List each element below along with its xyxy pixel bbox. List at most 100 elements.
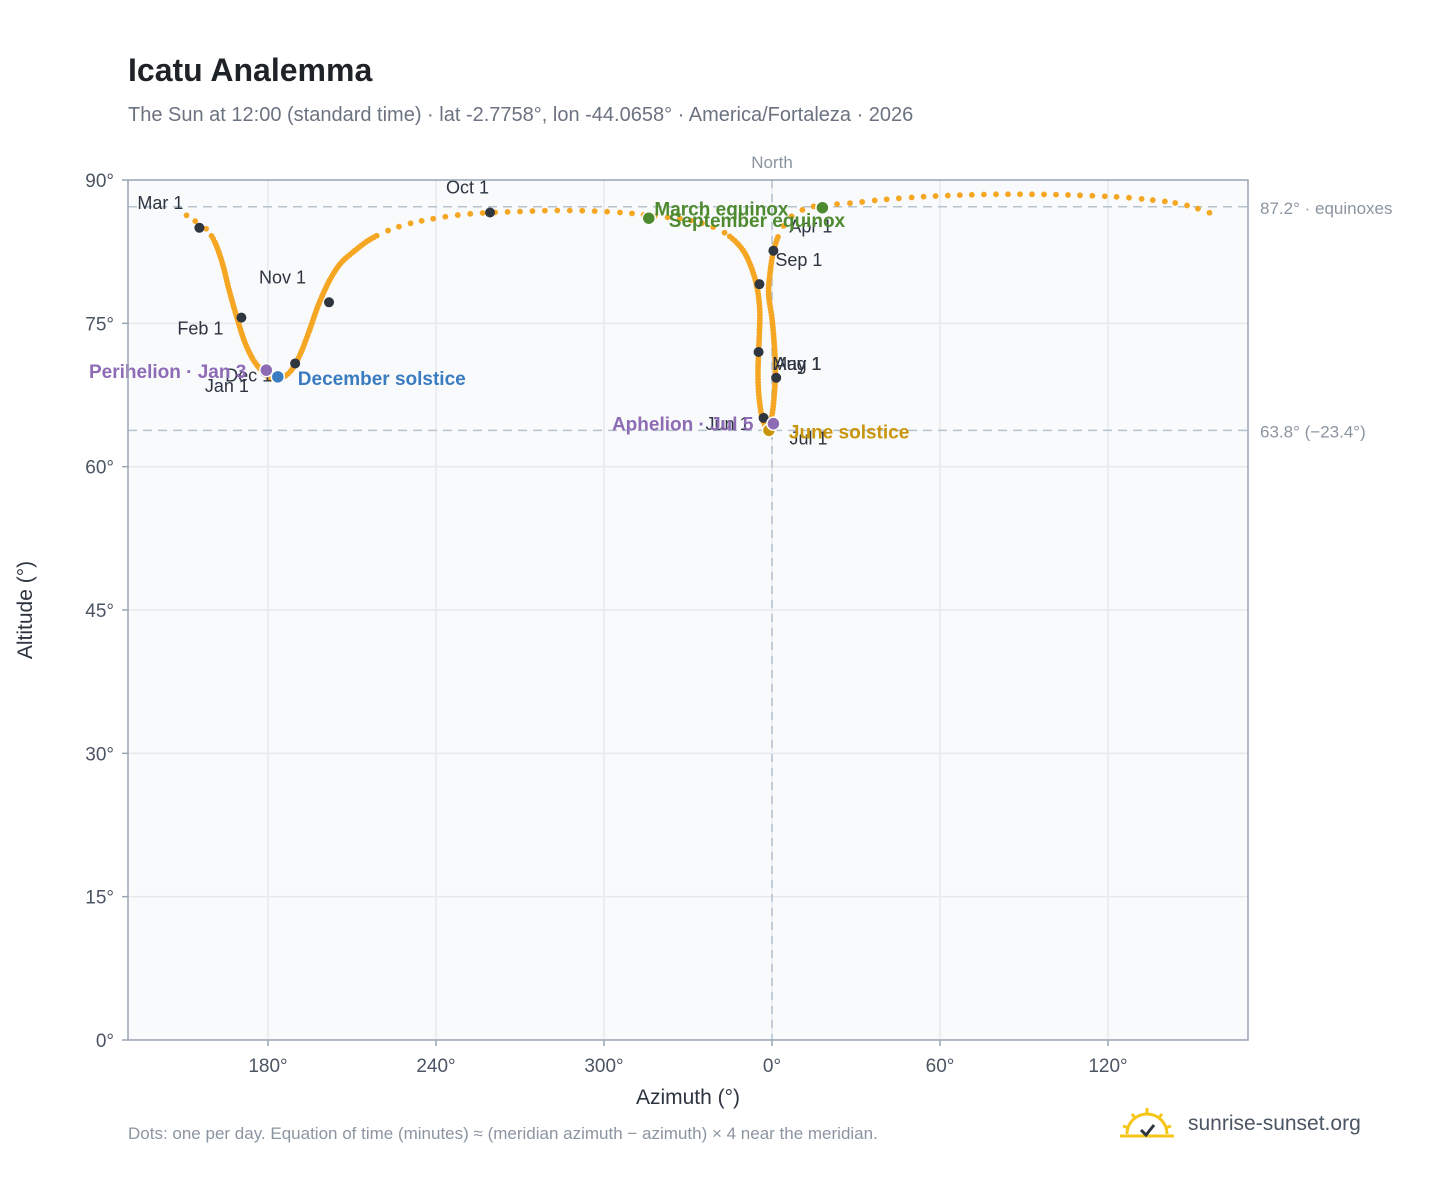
day-dot — [183, 212, 190, 219]
month-label: Nov 1 — [259, 267, 306, 287]
month-label: Jun 1 — [706, 414, 750, 434]
brand-name: sunrise-sunset.org — [1188, 1112, 1361, 1135]
x-tick-label: 240° — [416, 1056, 455, 1077]
y-tick-label: 45° — [85, 601, 114, 622]
y-tick-label: 60° — [85, 458, 114, 479]
day-dot — [529, 208, 536, 214]
month-marker — [753, 347, 764, 357]
day-dot — [1029, 191, 1035, 198]
footnote: Dots: one per day. Equation of time (min… — [128, 1124, 878, 1143]
day-dot — [664, 214, 671, 221]
x-tick-label: 300° — [584, 1056, 623, 1077]
month-markers: Jan 1 Feb 1 Mar 1 Apr 1 May 1 Jun 1 Jul 1 Aug 1… — [137, 177, 832, 448]
x-axis-label: Azimuth (°) — [636, 1086, 740, 1109]
day-dot — [956, 192, 963, 198]
day-dot — [993, 191, 999, 198]
day-dot — [1161, 198, 1168, 205]
day-dot — [944, 192, 951, 199]
day-dot — [430, 215, 437, 222]
day-dot — [895, 195, 902, 202]
month-marker — [771, 372, 782, 383]
day-dot — [1053, 191, 1059, 198]
y-tick-label: 15° — [85, 888, 114, 909]
day-dot — [407, 220, 414, 227]
month-label: Sep 1 — [775, 250, 822, 270]
reference-lines: North 87.2° · equinoxes 63.8° (−23.4°) — [128, 153, 1393, 1040]
day-dot — [810, 203, 817, 210]
day-dot — [981, 191, 987, 198]
day-dot — [454, 212, 461, 218]
axis-ticks: 0° 15° 30° 45° 60° 75° 90° 180° 240° 300° 0° 60° 120… — [85, 171, 1127, 1077]
reference-line-label: 63.8° (−23.4°) — [1260, 422, 1366, 441]
day-dot — [699, 220, 705, 227]
day-dot — [385, 227, 391, 234]
day-dot — [203, 225, 210, 232]
event-marker — [815, 200, 830, 215]
day-dot — [775, 233, 781, 240]
day-dot — [871, 197, 878, 204]
event-label: March equinox — [654, 200, 789, 221]
day-dot — [1149, 197, 1156, 203]
month-marker — [194, 222, 205, 233]
day-dot — [1089, 192, 1096, 199]
month-marker — [290, 358, 301, 369]
y-tick-label: 30° — [85, 744, 114, 765]
event-marker — [766, 416, 781, 431]
day-dot — [504, 209, 511, 215]
event-marker — [641, 210, 657, 226]
day-dot — [1017, 191, 1023, 198]
day-dot — [799, 207, 806, 213]
day-dot — [780, 223, 787, 229]
y-tick-label: 90° — [85, 171, 114, 192]
day-dot — [1113, 193, 1120, 200]
month-marker — [236, 312, 247, 323]
day-dot — [192, 218, 199, 224]
day-dot — [1126, 194, 1132, 201]
month-label: Oct 1 — [446, 177, 489, 197]
day-dot — [968, 191, 975, 198]
day-dot — [834, 201, 840, 207]
y-tick-label: 0° — [96, 1031, 114, 1052]
x-tick-label: 180° — [248, 1056, 287, 1077]
day-dot — [554, 207, 561, 214]
event-marker — [259, 362, 274, 378]
day-dot — [604, 208, 611, 215]
day-dot — [566, 207, 573, 214]
day-dot — [442, 213, 449, 220]
x-tick-label: 60° — [926, 1056, 955, 1077]
day-dot — [396, 223, 402, 230]
reference-line-label: 87.2° · equinoxes — [1260, 199, 1393, 218]
day-dot — [687, 217, 694, 224]
event-label: Aphelion · Jul 5 — [612, 415, 754, 436]
event-label: June solstice — [789, 422, 909, 443]
day-dot — [710, 224, 717, 230]
y-tick-label: 75° — [85, 314, 114, 335]
day-dot — [418, 217, 425, 224]
day-dot — [517, 208, 523, 215]
brand-logo[interactable]: sunrise-sunset.org — [1120, 1104, 1361, 1144]
month-label: Mar 1 — [137, 193, 183, 213]
y-axis-label: Altitude (°) — [14, 561, 37, 659]
day-dot — [479, 210, 486, 216]
day-dot — [1172, 200, 1179, 206]
day-dot — [859, 199, 866, 205]
day-dot — [1138, 195, 1145, 202]
day-dot — [1101, 193, 1108, 200]
event-label: Perihelion · Jan 3 — [89, 362, 246, 383]
day-dot — [591, 208, 598, 215]
month-marker — [758, 412, 769, 423]
event-label: December solstice — [298, 369, 466, 390]
day-dot — [373, 232, 380, 239]
chart-title: Icatu Analemma — [128, 52, 373, 88]
month-marker — [768, 245, 779, 256]
event-marker — [270, 369, 286, 385]
day-dot — [579, 207, 586, 214]
day-dot — [1005, 191, 1011, 198]
day-dot — [908, 194, 915, 201]
month-marker — [324, 297, 335, 308]
month-label: May 1 — [772, 354, 821, 374]
day-dot — [1065, 192, 1071, 198]
month-marker — [485, 207, 496, 218]
day-dot — [920, 193, 927, 200]
